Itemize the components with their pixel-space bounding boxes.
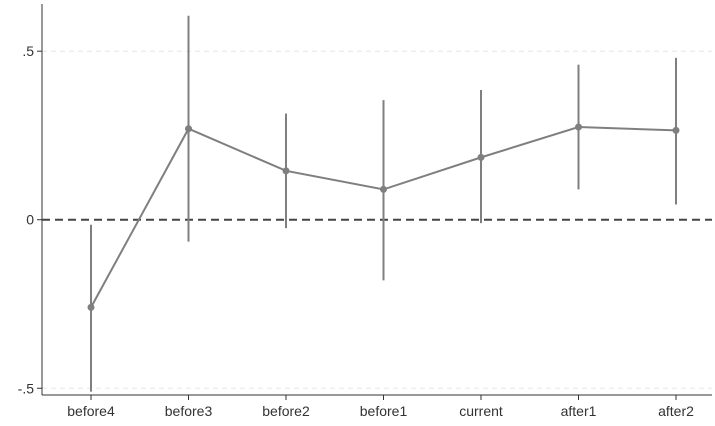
x-tick-label: before2: [262, 403, 310, 419]
point-estimate: [283, 167, 290, 174]
x-tick-label: before3: [165, 403, 213, 419]
point-estimate: [185, 125, 192, 132]
point-estimate: [88, 304, 95, 311]
point-estimate: [673, 127, 680, 134]
y-tick-label: -.5: [18, 380, 35, 396]
x-tick-label: current: [459, 403, 503, 419]
x-tick-label: after1: [561, 403, 597, 419]
y-tick-label: 0: [26, 212, 34, 228]
point-estimate: [478, 154, 485, 161]
x-tick-label: after2: [658, 403, 694, 419]
y-tick-label: .5: [22, 43, 34, 59]
point-estimate: [575, 124, 582, 131]
x-tick-label: before1: [360, 403, 408, 419]
x-tick-label: before4: [67, 403, 115, 419]
point-estimate: [380, 186, 387, 193]
